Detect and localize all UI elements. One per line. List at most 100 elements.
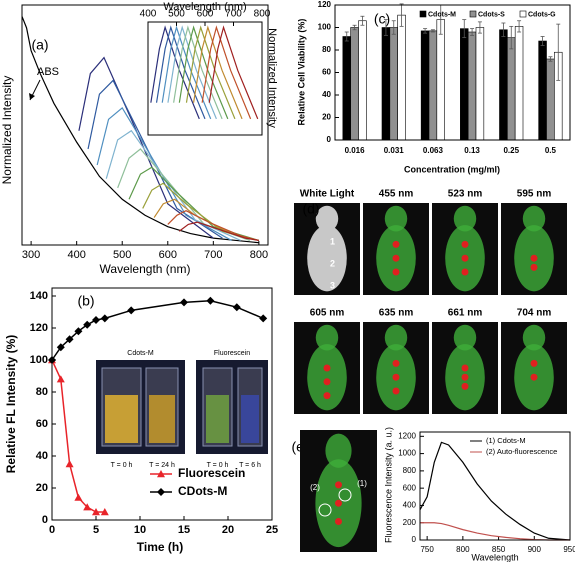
- marker: [56, 375, 65, 383]
- x-tick-label: 400: [140, 9, 157, 20]
- y-tick-label: 600: [403, 483, 417, 492]
- bar: [358, 20, 367, 141]
- error-bar: [470, 28, 475, 36]
- x-tick-label: 800: [250, 249, 268, 261]
- x-tick-label: 15: [178, 524, 190, 536]
- marker: [65, 335, 74, 344]
- plot-frame: [21, 4, 269, 246]
- marker: [157, 470, 165, 478]
- x-tick-label: 600: [197, 9, 214, 20]
- bar: [460, 28, 469, 141]
- series-line: [128, 166, 260, 242]
- panel-label: (b): [77, 293, 94, 309]
- signal: [392, 373, 400, 381]
- x-tick-label: 0.25: [503, 146, 519, 155]
- y-tick-label: 40: [322, 90, 331, 99]
- series-line: [142, 182, 260, 242]
- legend-label: Fluorescein: [178, 466, 245, 480]
- x-tick-label: 0.13: [464, 146, 480, 155]
- marker: [92, 316, 100, 324]
- error-bar: [517, 20, 522, 33]
- marker: [83, 503, 92, 511]
- signal: [323, 392, 331, 400]
- vial-title: Fluorescein: [214, 350, 250, 357]
- error-bar: [556, 23, 561, 81]
- y-tick-label: 120: [318, 0, 332, 9]
- panel-label-d: (d): [302, 201, 319, 217]
- marker: [100, 508, 109, 516]
- y-tick-label: 120: [30, 322, 48, 334]
- photo-title: 704 nm: [517, 308, 552, 319]
- mouse-head: [453, 324, 477, 351]
- photo-title: 605 nm: [310, 308, 345, 319]
- y-tick-label: 400: [403, 501, 417, 510]
- marker: [157, 488, 165, 496]
- signal: [335, 481, 342, 489]
- bar: [389, 27, 398, 141]
- vial-title: Cdots-M: [127, 350, 154, 357]
- x-tick-label: 0.5: [545, 146, 557, 155]
- bar: [397, 14, 406, 141]
- bar: [436, 19, 445, 141]
- marker: [56, 343, 65, 352]
- mouse-head: [453, 205, 477, 232]
- signal: [461, 254, 469, 262]
- organ-number: 2: [330, 258, 335, 268]
- marker: [100, 314, 109, 323]
- series-line: [105, 129, 241, 241]
- bar: [475, 27, 485, 141]
- x-tick-label: 0: [49, 524, 55, 536]
- vial-liquid: [241, 395, 259, 443]
- signal: [323, 378, 331, 386]
- mouse-head: [522, 324, 546, 351]
- legend-swatch: [519, 10, 527, 18]
- x-tick-label: 700: [204, 249, 222, 261]
- series-line: [208, 25, 259, 120]
- x-tick-label: 750: [420, 545, 434, 554]
- legend-label: Cdots-M: [428, 11, 456, 18]
- plot-frame: [147, 21, 263, 136]
- x-tick-label: 950: [563, 545, 575, 554]
- mouse-head: [522, 205, 546, 232]
- marker: [65, 460, 74, 468]
- x-tick-label: 0.063: [423, 146, 444, 155]
- mouse-head: [315, 324, 339, 351]
- roi-label: (1): [357, 479, 367, 488]
- photo-title: White Light: [300, 189, 355, 200]
- marker: [259, 314, 268, 323]
- legend-swatch: [469, 10, 477, 18]
- y-tick-label: 20: [36, 482, 48, 494]
- plot-frame: [419, 431, 571, 541]
- y-axis-label: Normalized Intensity: [266, 28, 278, 128]
- error-bar: [548, 56, 553, 62]
- legend-label: Cdots-G: [528, 11, 556, 18]
- panel-label: (c): [374, 11, 390, 27]
- legend-label: (2) Auto-fluorescence: [486, 447, 557, 456]
- marker: [180, 298, 188, 307]
- marker: [127, 306, 136, 315]
- marker: [74, 493, 83, 501]
- photo-title: 455 nm: [379, 189, 414, 200]
- y-tick-label: 100: [318, 23, 332, 32]
- mouse-head: [315, 205, 339, 232]
- signal: [392, 254, 400, 262]
- x-tick-label: 20: [222, 524, 234, 536]
- series-line: [167, 210, 260, 242]
- error-bar: [399, 3, 404, 27]
- x-tick-label: 500: [113, 249, 131, 261]
- error-bar: [509, 25, 514, 50]
- organ-number: 3: [330, 280, 335, 290]
- arrow-head: [29, 93, 35, 100]
- x-tick-label: 10: [134, 524, 146, 536]
- y-axis-label: Relative Cell Viability (%): [296, 19, 306, 126]
- y-tick-label: 1200: [398, 431, 416, 440]
- y-axis-label: Normalized Intensity: [0, 76, 14, 185]
- x-axis-label: Concentration (mg/ml): [404, 164, 500, 174]
- bar: [467, 31, 477, 141]
- x-tick-label: 500: [168, 9, 185, 20]
- legend-label: (1) Cdots-M: [486, 436, 526, 445]
- error-bar: [360, 15, 365, 26]
- roi-label: (2): [310, 483, 320, 492]
- y-tick-label: 100: [30, 354, 48, 366]
